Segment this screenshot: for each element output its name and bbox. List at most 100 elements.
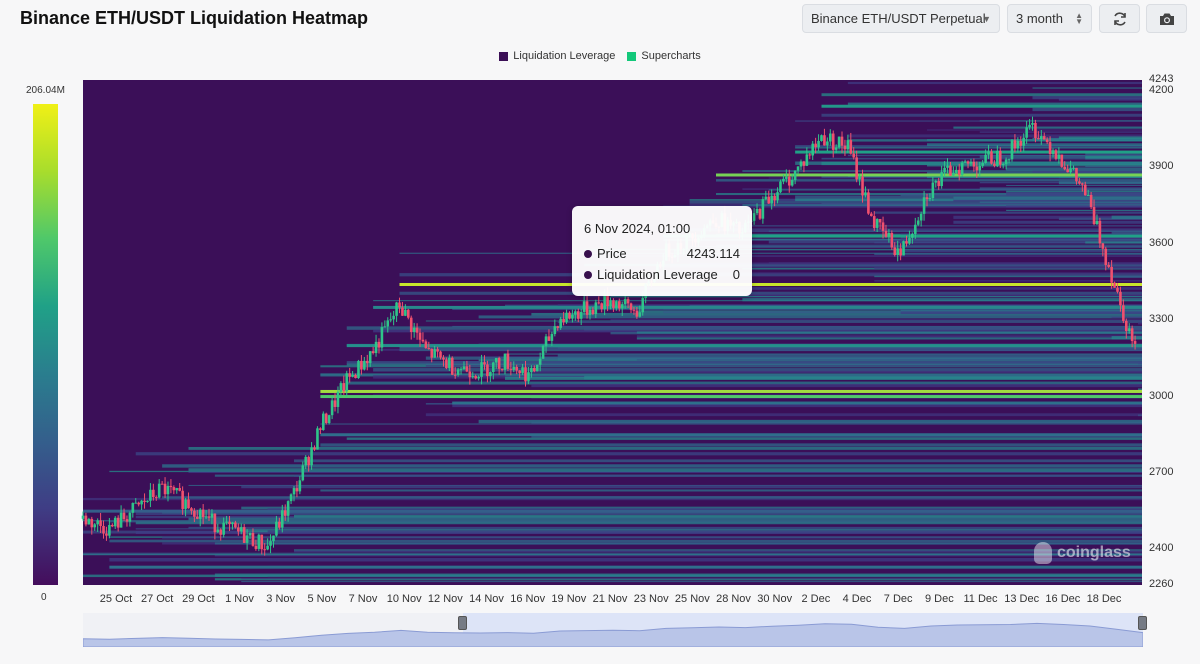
candle-body <box>524 367 527 382</box>
liquidation-band <box>109 539 1142 543</box>
liquidation-band <box>1111 231 1142 235</box>
candle-body <box>512 366 516 370</box>
liquidation-band <box>373 394 1142 397</box>
candle-body <box>351 374 354 377</box>
liquidation-band <box>109 520 1142 523</box>
candle-body <box>357 360 360 379</box>
candle-body <box>371 351 375 354</box>
x-tick-label: 11 Dec <box>963 593 998 605</box>
liquidation-band <box>1138 361 1142 365</box>
candle-body <box>1119 291 1122 306</box>
candle-body <box>568 312 571 319</box>
candle-body <box>896 248 899 256</box>
candle-body <box>635 310 639 317</box>
liquidation-band <box>874 275 1142 278</box>
liquidation-band <box>1032 95 1142 100</box>
candle-body <box>90 518 94 528</box>
liquidation-band <box>373 348 1142 351</box>
candle-body <box>597 302 601 304</box>
candle-body <box>409 317 413 333</box>
candle-body <box>858 176 861 180</box>
refresh-button[interactable] <box>1099 4 1140 33</box>
candle-body <box>448 357 451 369</box>
liquidation-band <box>821 113 1142 117</box>
candle-body <box>307 456 310 466</box>
candle-body <box>181 490 184 509</box>
candle-body <box>1007 159 1011 161</box>
range-select[interactable]: 3 month ▲ ▼ <box>1007 4 1092 33</box>
x-tick-label: 23 Nov <box>633 593 669 605</box>
liquidation-band <box>636 337 1142 340</box>
legend-item-liquidation[interactable]: Liquidation Leverage <box>499 50 615 62</box>
liquidation-band <box>1058 181 1142 185</box>
candle-body <box>248 532 252 536</box>
candle-body <box>615 301 618 308</box>
candle-body <box>934 181 938 183</box>
candle-body <box>459 369 463 371</box>
screenshot-button[interactable] <box>1146 4 1187 33</box>
candle-body <box>1107 264 1110 267</box>
candle-body <box>864 192 867 196</box>
candle-body <box>1010 140 1014 160</box>
candle-body <box>503 353 507 370</box>
candle-body <box>890 232 894 248</box>
liquidation-band <box>768 239 1142 244</box>
candle-body <box>310 447 313 466</box>
liquidation-band-strong <box>320 395 1142 399</box>
candle-body <box>928 198 932 200</box>
candle-body <box>591 309 595 314</box>
candle-body <box>547 336 551 341</box>
y-tick-label: 2400 <box>1149 542 1174 555</box>
liquidation-band <box>320 443 1142 447</box>
candle-body <box>1092 207 1096 225</box>
liquidation-band <box>874 280 1142 282</box>
candle-body <box>269 541 272 546</box>
liquidation-band <box>874 211 1142 214</box>
candle-body <box>802 161 806 166</box>
x-tick-label: 21 Nov <box>592 593 628 605</box>
candle-body <box>562 318 565 323</box>
candle-body <box>1019 140 1023 146</box>
x-tick-label: 27 Oct <box>140 593 174 605</box>
liquidation-band <box>689 200 1142 204</box>
candle-body <box>782 178 785 182</box>
candle-body <box>339 383 343 392</box>
tooltip-dot <box>584 270 592 279</box>
liquidation-band <box>874 267 1142 269</box>
liquidation-band <box>267 508 1142 510</box>
liquidation-band <box>135 528 1142 530</box>
liquidation-band <box>399 349 1142 352</box>
liquidation-band <box>716 225 1142 227</box>
candle-body <box>494 357 498 363</box>
navigator-right-handle[interactable] <box>1138 616 1147 630</box>
liquidation-band <box>399 347 1142 350</box>
liquidation-band <box>821 202 1142 205</box>
candle-body <box>140 500 143 505</box>
candle-body <box>445 359 448 369</box>
chart-legend: Liquidation Leverage Supercharts <box>0 50 1200 62</box>
candle-body <box>113 517 117 527</box>
liquidation-band <box>689 199 1142 201</box>
range-navigator[interactable] <box>82 613 1144 648</box>
liquidation-band <box>927 164 1142 167</box>
liquidation-band <box>979 201 1142 203</box>
pair-select[interactable]: Binance ETH/USDT Perpetual ▼ <box>802 4 1000 33</box>
candle-body <box>489 372 492 377</box>
liquidation-band <box>1032 107 1142 112</box>
liquidation-band <box>162 542 1142 545</box>
liquidation-band <box>399 252 1142 254</box>
liquidation-band <box>742 267 1142 270</box>
legend-swatch <box>627 51 637 61</box>
candle-body <box>401 307 404 316</box>
liquidation-band <box>531 383 1142 388</box>
liquidation-band <box>927 143 1142 147</box>
candle-body <box>1086 194 1090 196</box>
liquidation-band <box>320 423 1142 425</box>
candle-body <box>266 545 269 550</box>
candle-body <box>1113 282 1116 288</box>
liquidation-band <box>214 578 1142 581</box>
legend-item-supercharts[interactable]: Supercharts <box>627 50 701 62</box>
navigator-left-handle[interactable] <box>458 616 467 630</box>
candle-body <box>582 301 586 312</box>
